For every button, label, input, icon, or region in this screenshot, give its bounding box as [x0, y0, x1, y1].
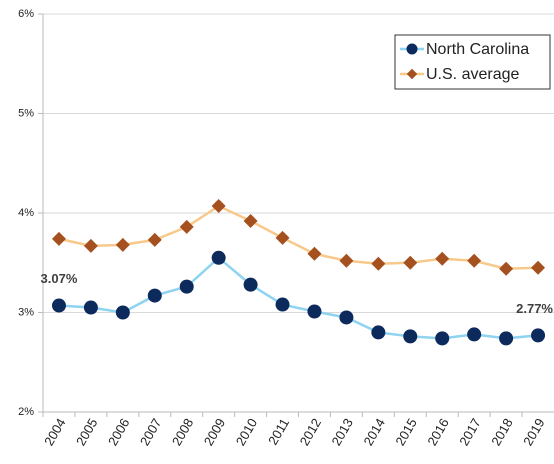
- x-tick-label: 2016: [424, 416, 451, 449]
- legend-label: U.S. average: [426, 66, 519, 83]
- data-point: [147, 288, 162, 303]
- data-point: [435, 251, 450, 266]
- y-tick-label: 2%: [18, 406, 34, 418]
- data-line: [58, 204, 539, 270]
- data-point: [211, 199, 226, 214]
- x-tick-label: 2018: [488, 416, 515, 449]
- data-point: [531, 328, 546, 343]
- data-point: [467, 327, 482, 342]
- x-tick-label: 2015: [392, 416, 419, 449]
- data-point: [83, 238, 98, 253]
- data-point: [83, 300, 98, 315]
- data-label: 2.77%: [516, 301, 553, 316]
- y-tick-label: 4%: [18, 207, 34, 219]
- data-label: 3.07%: [41, 271, 78, 286]
- data-point: [403, 255, 418, 270]
- x-tick-label: 2017: [456, 416, 483, 449]
- data-point: [307, 304, 322, 319]
- x-tick-label: 2014: [360, 416, 387, 449]
- x-tick-label: 2012: [297, 416, 324, 449]
- data-point: [403, 329, 418, 344]
- legend-marker: [406, 43, 418, 55]
- data-point: [307, 246, 322, 261]
- y-tick-label: 3%: [18, 306, 34, 318]
- x-tick-label: 2019: [520, 416, 547, 449]
- data-point: [115, 305, 130, 320]
- x-tick-label: 2010: [233, 416, 260, 449]
- x-tick-label: 2013: [329, 416, 356, 449]
- x-tick-label: 2004: [41, 416, 68, 449]
- x-tick-label: 2005: [73, 416, 100, 449]
- data-point: [339, 253, 354, 268]
- data-point: [147, 232, 162, 247]
- data-point: [115, 237, 130, 252]
- data-point: [371, 256, 386, 271]
- legend-marker: [406, 68, 418, 80]
- data-line: [58, 256, 539, 340]
- y-tick-label: 6%: [18, 8, 34, 20]
- data-point: [435, 331, 450, 346]
- data-point: [179, 219, 194, 234]
- data-point: [243, 213, 258, 228]
- y-tick-label: 5%: [18, 107, 34, 119]
- data-point: [531, 260, 546, 275]
- data-point: [499, 261, 514, 276]
- data-point: [339, 310, 354, 325]
- legend: North Carolina U.S. average: [394, 34, 551, 90]
- x-tick-label: 2011: [265, 416, 292, 448]
- legend-label: North Carolina: [426, 41, 529, 58]
- x-tick-label: 2008: [169, 416, 196, 449]
- data-point: [51, 231, 66, 246]
- x-tick-label: 2006: [105, 416, 132, 449]
- data-point: [275, 230, 290, 245]
- data-point: [467, 253, 482, 268]
- data-point: [275, 297, 290, 312]
- data-point: [179, 279, 194, 294]
- data-point: [499, 331, 514, 346]
- legend-box: [394, 34, 551, 90]
- data-point: [51, 298, 66, 313]
- data-point: [243, 277, 258, 292]
- x-tick-label: 2007: [137, 416, 164, 449]
- data-point: [371, 325, 386, 340]
- data-point: [211, 250, 226, 265]
- x-tick-label: 2009: [201, 416, 228, 449]
